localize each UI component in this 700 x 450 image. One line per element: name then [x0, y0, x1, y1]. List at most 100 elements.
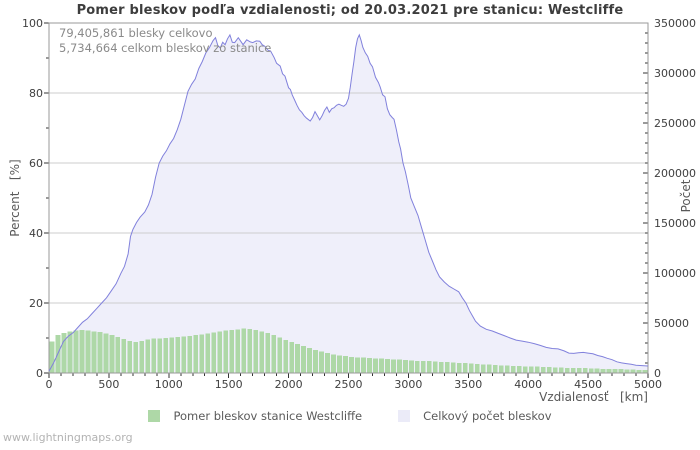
station-ratio-bar — [265, 333, 270, 373]
station-ratio-bar — [600, 368, 606, 373]
station-ratio-bar — [283, 339, 288, 374]
y-axis-left-title: Percent [%] — [8, 159, 22, 237]
station-ratio-bar — [379, 358, 384, 373]
station-ratio-bar — [349, 356, 354, 373]
legend-item-total: Celkový počet bleskov — [398, 409, 552, 423]
x-tick-label: 5000 — [634, 378, 662, 391]
station-ratio-bar — [103, 333, 109, 373]
x-tick-label: 1500 — [214, 378, 243, 391]
station-ratio-bar — [397, 359, 402, 373]
station-ratio-bar — [606, 368, 612, 373]
station-ratio-bar — [618, 369, 624, 373]
station-ratio-bar — [139, 340, 145, 373]
station-ratio-bar — [463, 363, 468, 373]
station-ratio-bar — [91, 331, 97, 373]
watermark: www.lightningmaps.org — [3, 431, 133, 444]
station-ratio-bar — [528, 366, 534, 373]
station-ratio-bar — [439, 361, 444, 373]
y-right-tick-label: 0 — [654, 366, 661, 380]
station-ratio-bar — [163, 338, 169, 373]
station-ratio-bar — [181, 336, 187, 373]
y-left-tick-label: 100 — [22, 16, 43, 30]
station-ratio-bar — [229, 329, 235, 373]
x-tick-label: 4500 — [574, 378, 603, 391]
station-ratio-bar — [187, 335, 193, 373]
station-ratio-bar — [558, 367, 564, 373]
x-tick-label: 4000 — [514, 378, 543, 391]
station-ratio-bar — [385, 359, 390, 373]
station-ratio-bar — [145, 339, 151, 373]
station-ratio-bar — [61, 333, 67, 373]
station-ratio-bar — [331, 354, 336, 373]
station-ratio-bar — [277, 337, 282, 373]
station-ratio-bar — [205, 333, 211, 373]
station-ratio-bar — [367, 357, 372, 373]
x-tick-label: 3500 — [454, 378, 483, 391]
station-ratio-bar — [492, 364, 498, 373]
station-ratio-bar — [151, 338, 157, 373]
x-tick-label: 0 — [45, 378, 53, 391]
station-ratio-bar — [319, 351, 324, 373]
station-ratio-bar — [67, 331, 73, 373]
station-ratio-bar — [540, 367, 546, 373]
station-ratio-bar — [169, 337, 175, 373]
station-ratio-bar — [474, 363, 480, 373]
station-ratio-bar — [223, 330, 229, 373]
x-tick-label: 2000 — [274, 378, 303, 391]
station-ratio-bar — [217, 331, 223, 373]
station-ratio-bar — [307, 348, 312, 373]
legend-label-station: Pomer bleskov stanice Westcliffe — [173, 409, 363, 423]
station-ratio-bar — [433, 361, 438, 373]
y-right-tick-label: 200000 — [654, 166, 696, 180]
station-ratio-bar — [373, 358, 378, 373]
station-ratio-bar — [522, 366, 528, 373]
station-ratio-bar — [157, 338, 163, 373]
station-ratio-bar — [630, 369, 636, 373]
y-left-tick-label: 40 — [29, 226, 43, 240]
legend-label-total: Celkový počet bleskov — [423, 409, 552, 423]
y-axis-right-title: Počet — [679, 179, 693, 213]
station-ratio-bar — [636, 369, 642, 373]
legend-item-station: Pomer bleskov stanice Westcliffe — [148, 409, 362, 423]
x-tick-label: 1000 — [154, 378, 183, 391]
station-ratio-bar — [97, 332, 103, 373]
total-strikes-line — [48, 33, 649, 372]
station-ratio-bar — [271, 335, 276, 373]
station-ratio-bar — [193, 335, 199, 373]
station-ratio-bar — [115, 336, 121, 373]
station-ratio-bar — [409, 360, 414, 373]
station-ratio-bar — [253, 329, 258, 373]
station-ratio-bar — [576, 368, 582, 373]
y-right-tick-label: 250000 — [654, 116, 696, 130]
station-ratio-bar — [642, 369, 648, 373]
station-ratio-bar — [199, 334, 205, 373]
station-ratio-bar — [259, 331, 264, 373]
x-tick-label: 2500 — [334, 378, 363, 391]
y-left-tick-label: 0 — [36, 366, 43, 380]
station-ratio-bar — [79, 329, 85, 373]
station-ratio-bar — [451, 362, 456, 373]
x-axis-title: Vzdialenosť [km] — [539, 390, 648, 404]
station-ratio-bar — [313, 349, 318, 373]
station-ratio-bar — [241, 328, 246, 373]
station-ratio-bar — [516, 366, 522, 373]
station-ratio-bar — [510, 366, 516, 373]
station-ratio-bar — [624, 369, 630, 373]
x-tick-label: 500 — [98, 378, 120, 391]
station-ratio-bar — [504, 365, 510, 373]
chart-title: Pomer bleskov podľa vzdialenosti; od 20.… — [76, 3, 624, 18]
y-right-tick-label: 50000 — [654, 316, 689, 330]
station-ratio-bar — [121, 339, 127, 373]
station-ratio-bar — [582, 368, 588, 373]
station-ratio-bar — [486, 364, 492, 373]
station-ratio-bar — [588, 368, 594, 373]
station-ratio-bar — [175, 336, 181, 373]
station-ratio-bar — [295, 343, 300, 373]
station-ratio-bar — [325, 353, 330, 373]
station-ratio-bar — [498, 365, 504, 373]
station-ratio-bar — [73, 330, 79, 373]
legend-swatch-station-icon — [148, 410, 161, 422]
station-ratio-bar — [469, 363, 474, 373]
